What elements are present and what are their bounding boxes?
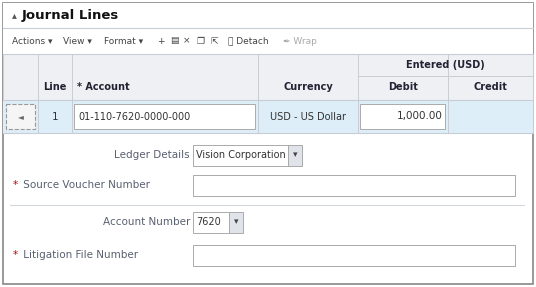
Text: Journal Lines: Journal Lines (22, 9, 119, 22)
Bar (74, 104, 255, 129)
Text: Litigation File Number: Litigation File Number (20, 250, 138, 260)
Bar (3, 100, 533, 133)
Text: Credit: Credit (474, 82, 508, 92)
Text: ×: × (183, 36, 190, 46)
Bar (193, 212, 229, 233)
Bar (6, 104, 35, 129)
Text: Account Number: Account Number (102, 217, 190, 227)
Bar (193, 175, 515, 196)
Text: ⎓ Detach: ⎓ Detach (228, 36, 269, 46)
Text: *: * (13, 180, 18, 190)
Text: * Account: * Account (77, 82, 130, 92)
Bar (229, 212, 243, 233)
Text: ⇱: ⇱ (210, 36, 218, 46)
Text: ▴: ▴ (12, 11, 17, 20)
Text: ▤: ▤ (170, 36, 178, 46)
Text: ✒ Wrap: ✒ Wrap (283, 36, 317, 46)
Text: 7620: 7620 (196, 217, 221, 227)
Text: 1,000.00: 1,000.00 (397, 112, 443, 121)
Text: *: * (13, 250, 18, 260)
Text: Vision Corporation: Vision Corporation (196, 150, 286, 160)
Bar (193, 245, 515, 266)
Text: Currency: Currency (283, 82, 333, 92)
Text: Format ▾: Format ▾ (104, 36, 143, 46)
Bar (288, 145, 302, 166)
Text: Source Voucher Number: Source Voucher Number (20, 180, 150, 190)
Bar (3, 28, 533, 54)
Text: Debit: Debit (388, 82, 418, 92)
Text: Ledger Details: Ledger Details (114, 150, 190, 160)
Text: 01-110-7620-0000-000: 01-110-7620-0000-000 (78, 112, 190, 121)
Bar (193, 145, 288, 166)
Bar (3, 3, 533, 28)
Text: ▾: ▾ (293, 150, 297, 160)
Text: USD - US Dollar: USD - US Dollar (270, 112, 346, 121)
Text: ▾: ▾ (234, 218, 238, 226)
Text: ◄: ◄ (18, 112, 24, 121)
Text: ❐: ❐ (196, 36, 204, 46)
Bar (360, 104, 445, 129)
Text: Line: Line (43, 82, 66, 92)
Text: Entered (USD): Entered (USD) (406, 60, 485, 70)
Text: +: + (157, 36, 165, 46)
Bar (3, 54, 533, 100)
Text: 1: 1 (51, 112, 58, 121)
Text: Actions ▾: Actions ▾ (12, 36, 53, 46)
Text: View ▾: View ▾ (63, 36, 92, 46)
